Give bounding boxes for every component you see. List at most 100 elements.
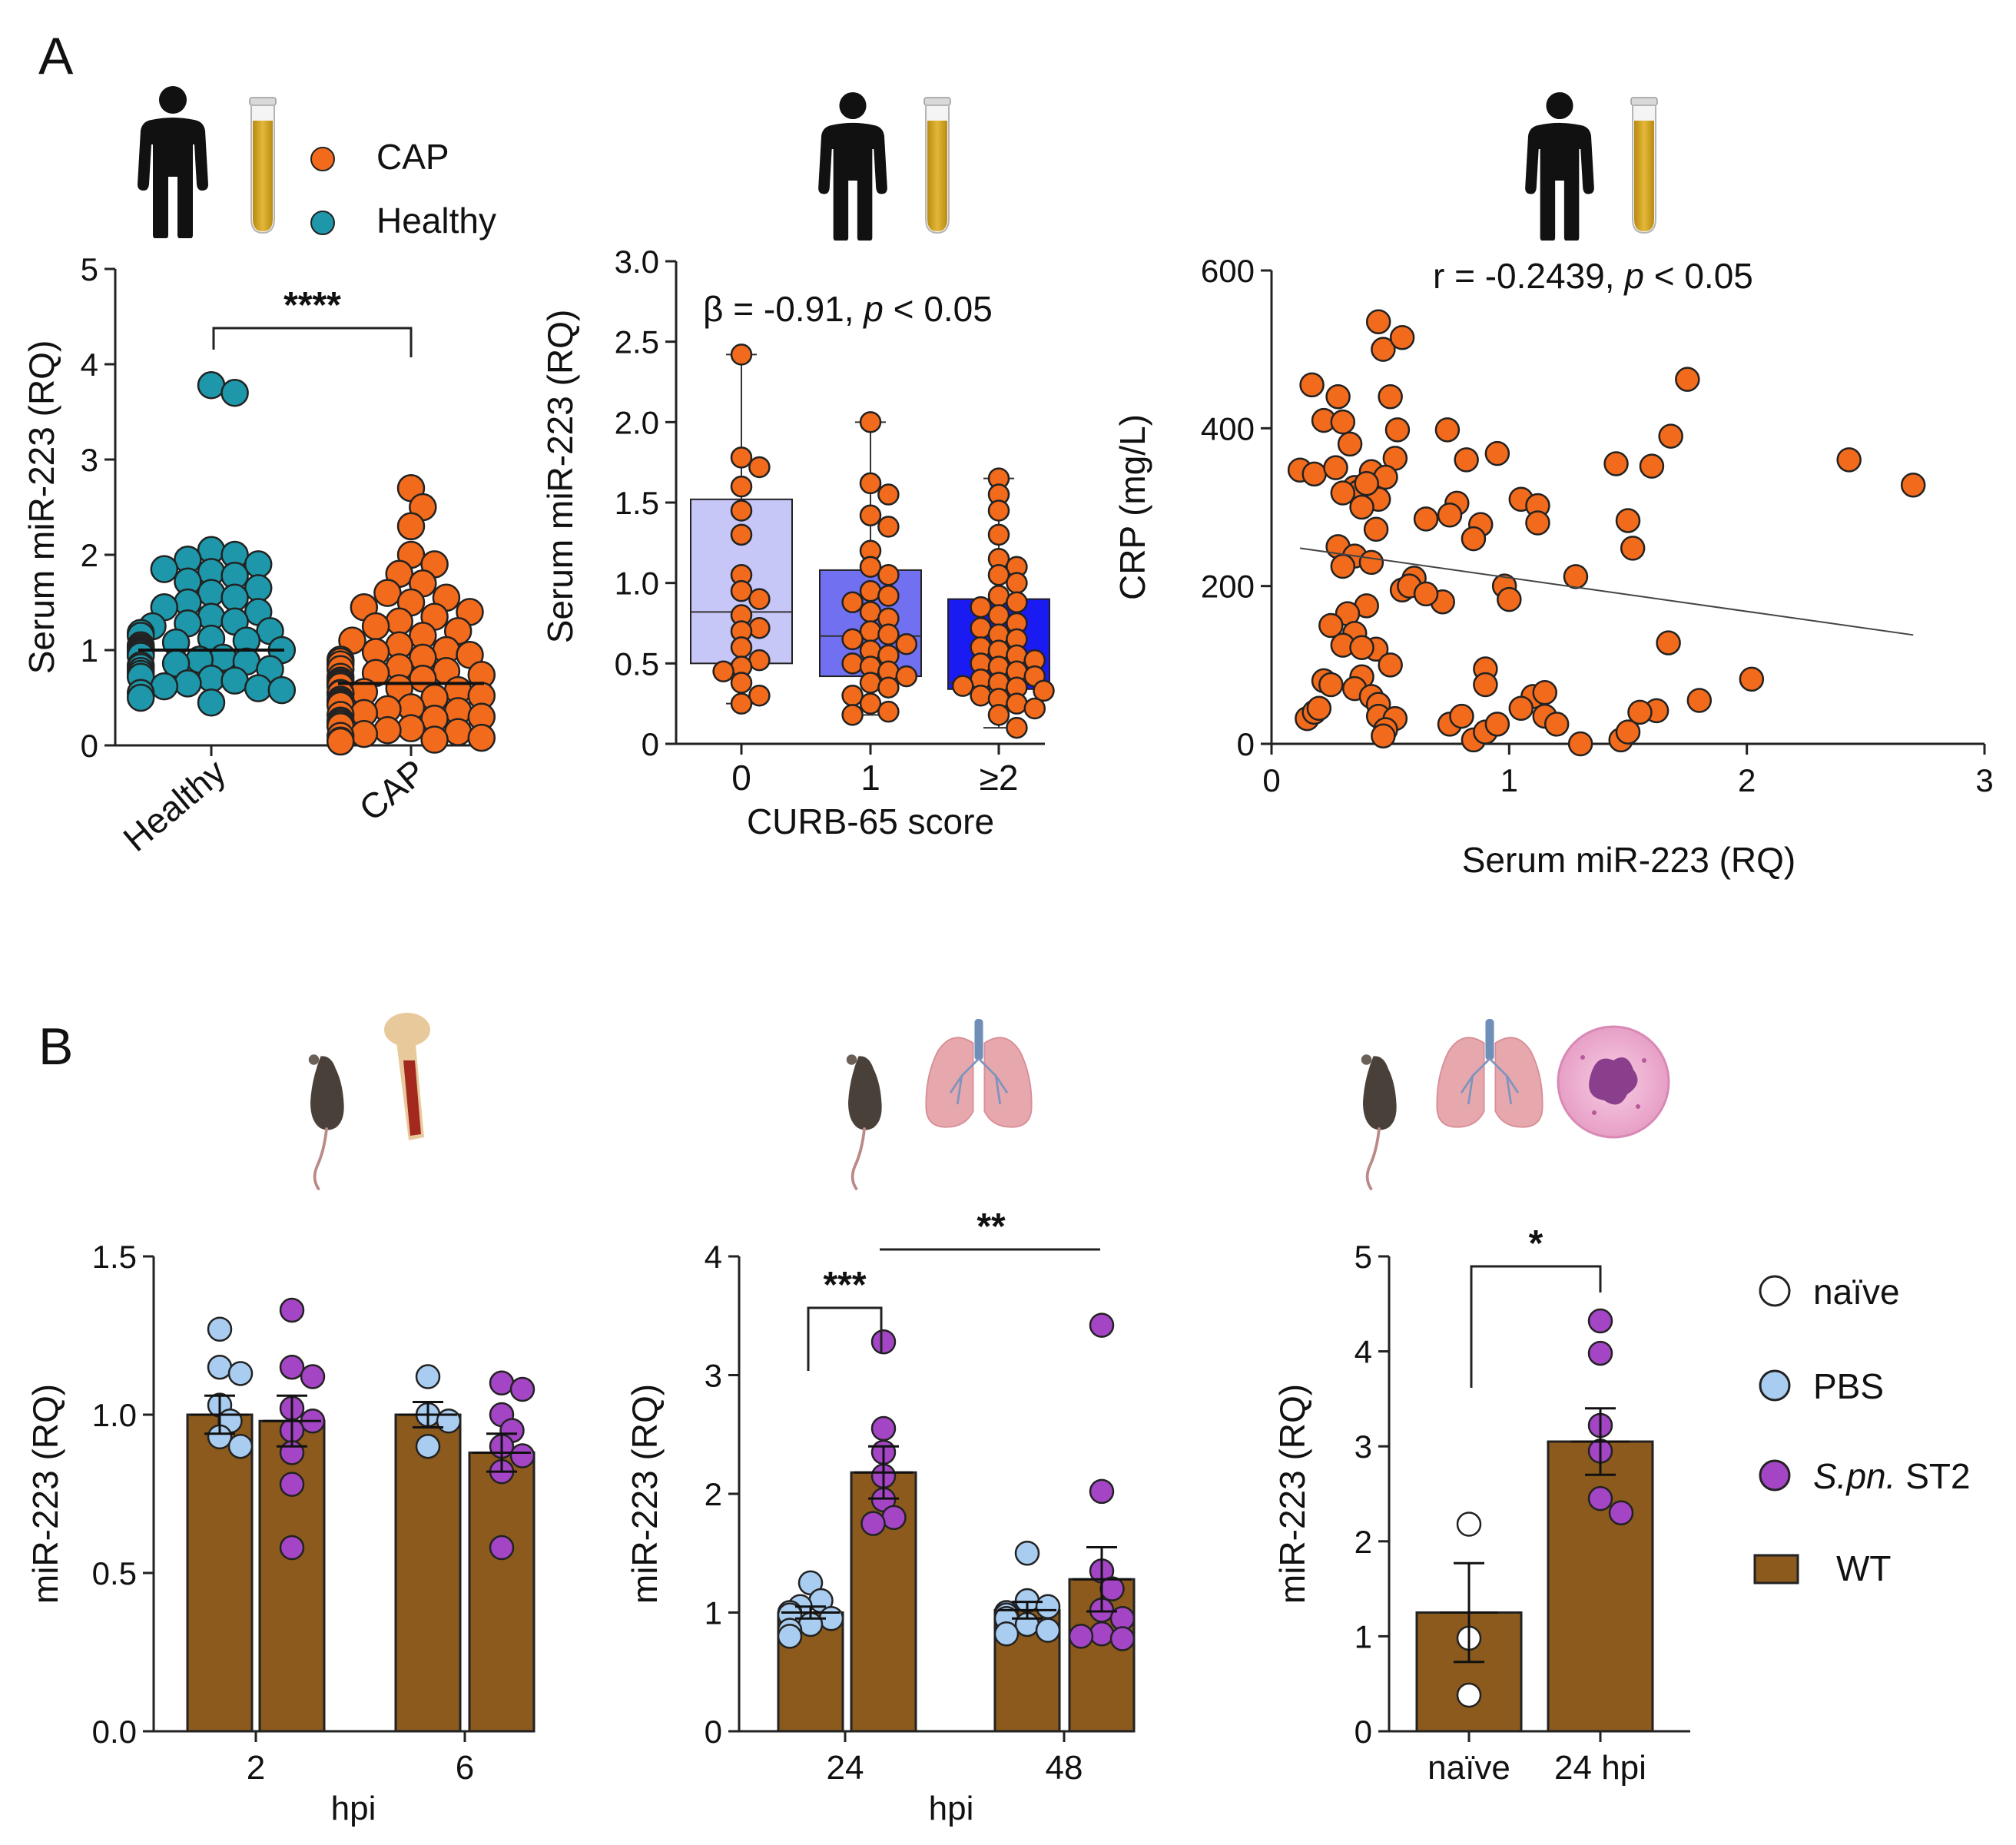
b2-point (881, 1505, 907, 1531)
a2-point (877, 623, 900, 645)
a2-point (1006, 591, 1028, 614)
a2-point (841, 628, 864, 651)
a1-y-tick-label: 3 (81, 442, 98, 478)
b3-y-tick-label: 1 (1354, 1618, 1372, 1654)
neutrophil-icon (1557, 1025, 1670, 1139)
legend-wt-swatch (1753, 1554, 1799, 1585)
b1-y-tick-label: 1.5 (92, 1239, 137, 1275)
a3-y-tick-label: 400 (1201, 410, 1255, 446)
b1-point (279, 1472, 305, 1497)
a2-point (841, 591, 864, 614)
a2-point (841, 684, 864, 707)
a1-point-cap (326, 727, 355, 756)
b1-bar (258, 1419, 326, 1733)
b2-point (993, 1621, 1020, 1647)
a3-point (1330, 480, 1356, 506)
a1-point-cap (350, 719, 379, 748)
mouse-icon (847, 1054, 882, 1189)
b2-point (1099, 1576, 1125, 1601)
a2-point (748, 588, 771, 610)
a3-point (1330, 553, 1356, 579)
lungs-icon (1435, 1017, 1544, 1129)
a3-y-tick-label: 600 (1201, 253, 1255, 289)
b2-sig-inner-label: *** (823, 1265, 866, 1306)
a3-point (1675, 367, 1700, 392)
a3-y-title: CRP (mg/L) (1112, 414, 1152, 600)
person-icon (1525, 91, 1594, 241)
a3-point (1567, 731, 1593, 757)
a2-point (859, 601, 882, 623)
a2-point (859, 672, 882, 694)
b1-point (489, 1535, 515, 1561)
a1-y-tick-label: 5 (81, 251, 98, 287)
a1-point-cap (420, 725, 449, 754)
a2-point (877, 563, 900, 586)
a2-point (859, 411, 882, 433)
a3-point (1299, 372, 1325, 398)
b3-sig-bracket (1470, 1265, 1602, 1388)
a2-point (877, 516, 900, 538)
b3-x-tick-label: 24 hpi (1554, 1749, 1646, 1787)
a1-point-healthy (197, 579, 226, 607)
a3-point (1301, 461, 1327, 487)
a1-point-healthy (220, 378, 249, 407)
b3-bar (1547, 1440, 1654, 1733)
a1-sig-label: **** (284, 285, 341, 326)
a3-point (1686, 688, 1713, 713)
a1-point-healthy (174, 669, 202, 698)
a3-point (1658, 423, 1683, 449)
b1-bar (186, 1413, 254, 1733)
a3-point (1318, 672, 1344, 698)
b1-point (489, 1370, 515, 1396)
b2-point (1035, 1594, 1061, 1620)
legend-pbs-label: PBS (1813, 1366, 1884, 1406)
a3-point (1349, 494, 1374, 520)
a2-point (1023, 697, 1046, 720)
b2-y-tick-label: 2 (705, 1476, 722, 1512)
a3-point (1473, 672, 1498, 698)
a2-x-tick-label: 0 (731, 758, 751, 798)
a1-y-title: Serum miR-223 (RQ) (22, 340, 61, 675)
chart-lung-neutrophil-mir223: 0 1 2 3 4 5 miR-223 (RQ) naïve 24 hpi * (1272, 1223, 1690, 1787)
a3-x-tick-label: 1 (1500, 762, 1518, 798)
a3-point (1318, 612, 1344, 639)
b1-point (227, 1433, 254, 1459)
a2-point (895, 665, 918, 688)
b1-y-tick-label: 1.0 (92, 1397, 137, 1433)
a3-point (1413, 581, 1439, 607)
b1-point (509, 1376, 536, 1402)
a2-point (841, 704, 864, 726)
b3-y-tick-label: 4 (1354, 1334, 1372, 1370)
a2-point (970, 684, 992, 707)
a3-point (1836, 447, 1862, 473)
b2-point (1089, 1312, 1115, 1338)
legend-healthy-label: Healthy (376, 201, 496, 241)
a1-point-healthy (150, 672, 179, 701)
b1-x-tick-label: 2 (247, 1749, 265, 1787)
a2-point (730, 343, 753, 366)
a3-point (1323, 455, 1348, 480)
a2-point (748, 649, 771, 672)
b1-bar (468, 1451, 536, 1733)
a1-point-cap (385, 607, 413, 636)
b2-sig-inner-bracket (807, 1306, 883, 1371)
b1-point (279, 1297, 305, 1323)
b2-point (1035, 1618, 1061, 1643)
a3-point (1384, 417, 1411, 443)
legend-cap-label: CAP (376, 137, 449, 177)
a2-y-tick-label: 0 (642, 726, 659, 762)
b1-y-tick-label: 0.0 (92, 1714, 137, 1750)
b3-y-title: miR-223 (RQ) (1272, 1384, 1312, 1604)
a3-regression-line (1299, 547, 1914, 636)
a2-point (970, 596, 992, 619)
b3-point (1608, 1500, 1634, 1525)
a3-point (1337, 431, 1363, 457)
a2-point (730, 475, 753, 498)
chart-serum-mir223-healthy-vs-cap: 0 1 2 3 4 5 Serum miR-223 (RQ) Healthy CAP **** (22, 251, 496, 859)
a2-point (987, 563, 1010, 586)
a2-point (877, 676, 900, 699)
a3-point (1371, 723, 1396, 748)
b3-point (1456, 1682, 1482, 1708)
a3-point (1532, 680, 1557, 705)
panel-a-letter: A (38, 27, 74, 85)
